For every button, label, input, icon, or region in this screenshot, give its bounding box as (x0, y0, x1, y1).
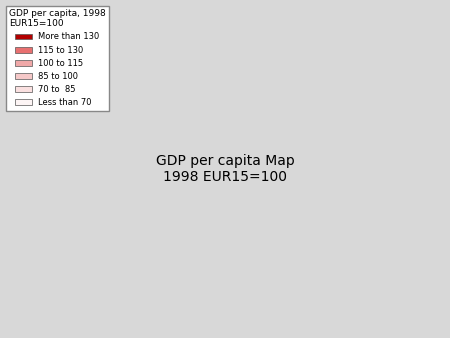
Legend: More than 130, 115 to 130, 100 to 115, 85 to 100, 70 to  85, Less than 70: More than 130, 115 to 130, 100 to 115, 8… (5, 5, 109, 111)
Text: GDP per capita Map
1998 EUR15=100: GDP per capita Map 1998 EUR15=100 (156, 154, 294, 184)
